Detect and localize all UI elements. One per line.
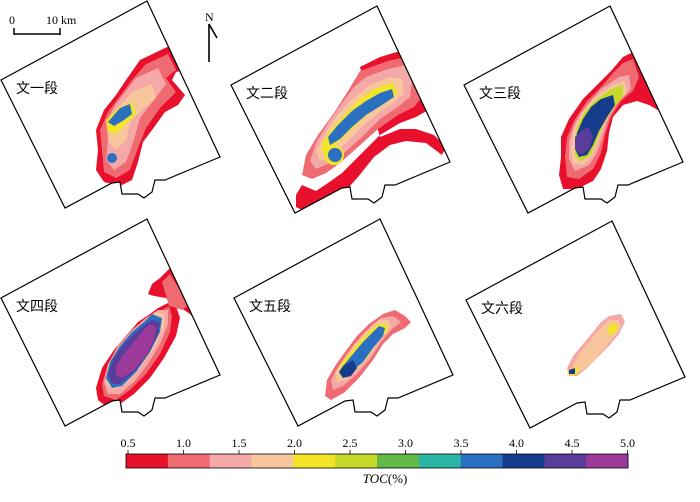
toc-contour-region (661, 312, 675, 324)
scale-bar: 0 10 km (9, 13, 77, 35)
legend-tick-label: 1.0 (176, 436, 191, 450)
north-arrow: N (205, 10, 218, 62)
legend-swatch (418, 454, 461, 468)
toc-contour-region (569, 368, 575, 374)
toc-contour-region (425, 296, 441, 314)
panel-label: 文一段 (16, 81, 58, 97)
legend-swatch (460, 454, 503, 468)
north-label: N (205, 10, 214, 24)
panel-outline (463, 5, 684, 214)
panel-outline (465, 220, 686, 429)
map-panel-sixth: 文六段 (465, 220, 686, 429)
toc-contour-region (107, 153, 117, 163)
toc-contour-region (328, 147, 342, 163)
panel-background (466, 221, 685, 428)
map-panel-third: 文三段 (463, 5, 684, 214)
legend-swatch (251, 454, 294, 468)
legend-swatch (167, 454, 210, 468)
toc-contour-region (575, 127, 593, 155)
legend-tick-label: 4.0 (509, 436, 524, 450)
panel-label: 文三段 (479, 86, 521, 102)
scale-length-label: 10 km (46, 13, 77, 27)
legend-tick-label: 1.5 (232, 436, 247, 450)
toc-contour-region (643, 274, 655, 284)
toc-contour-region (116, 324, 156, 378)
legend-ticks: 0.5 1.0 1.5 2.0 2.5 3.0 3.5 4.0 4.5 5.0 (121, 436, 635, 454)
legend-swatch (293, 454, 336, 468)
panel-label: 文二段 (246, 86, 288, 102)
legend: 0.5 1.0 1.5 2.0 2.5 3.0 3.5 4.0 4.5 5.0 TOC(%) (121, 436, 636, 486)
legend-swatch (335, 454, 378, 468)
legend-tick-label: 2.0 (287, 436, 302, 450)
legend-tick-label: 4.5 (565, 436, 580, 450)
legend-tick-label: 0.5 (121, 436, 136, 450)
scale-zero-label: 0 (9, 13, 15, 27)
legend-swatch (209, 454, 252, 468)
panel-outline (233, 218, 454, 427)
legend-bar-border (125, 453, 629, 469)
toc-contour-region (328, 89, 394, 145)
panel-label: 文四段 (16, 299, 58, 315)
legend-title-rest: (%) (388, 471, 408, 486)
legend-swatch (586, 454, 629, 468)
panel-label: 文五段 (249, 299, 291, 315)
panel-outline (0, 218, 221, 427)
panel-background (234, 219, 453, 426)
toc-contour-region (108, 104, 132, 126)
legend-swatch (544, 454, 587, 468)
panel-outline (0, 0, 221, 209)
panel-background (1, 219, 220, 426)
legend-swatches (125, 453, 629, 469)
toc-contour-region (403, 254, 413, 264)
north-arrow-head-icon (208, 23, 218, 39)
panel-label: 文六段 (481, 301, 523, 317)
toc-contours (96, 44, 188, 186)
legend-tick-label: 3.0 (398, 436, 413, 450)
legend-tick-label: 5.0 (620, 436, 635, 450)
legend-title-italic: TOC (363, 471, 388, 486)
legend-swatch (126, 454, 169, 468)
legend-title: TOC(%) (363, 471, 408, 486)
legend-swatch (502, 454, 545, 468)
legend-swatch (377, 454, 420, 468)
toc-contours (559, 51, 673, 189)
toc-contour-region (339, 360, 357, 378)
map-panel-fourth: 文四段 (0, 218, 221, 427)
toc-contours (325, 254, 441, 400)
toc-contours (296, 45, 446, 211)
legend-tick-label: 2.5 (343, 436, 358, 450)
map-panel-first: 文一段 (0, 0, 221, 209)
map-panel-second: 文二段 (230, 5, 451, 214)
legend-tick-label: 3.5 (454, 436, 469, 450)
panel-outline (230, 5, 451, 214)
map-panel-fifth: 文五段 (233, 218, 454, 427)
toc-contour-region (607, 324, 617, 336)
